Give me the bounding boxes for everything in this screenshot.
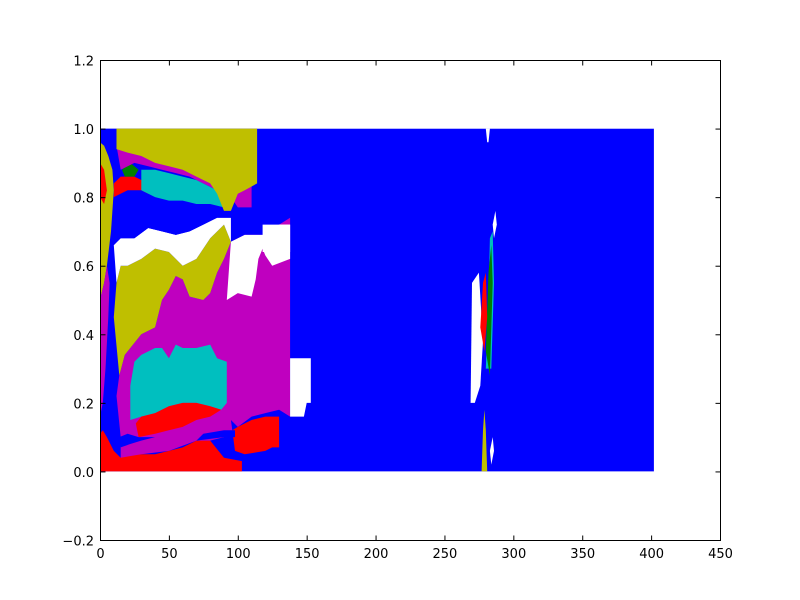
area-region-red-19 [100,162,107,204]
area-region-magenta-18 [100,265,110,417]
area-region-magenta-15 [116,145,252,208]
plot-frame [100,60,721,541]
area-region-white-9 [113,217,231,283]
area-region-red-2 [232,416,280,455]
area-region-white-24 [485,128,490,143]
x-tick-label: 400 [639,547,664,562]
y-tick-label: 0.8 [73,192,94,207]
y-tick-label: 0.0 [73,466,94,481]
y-tick-label: 1.2 [73,55,94,70]
y-tick-label: 0.4 [73,329,94,344]
area-region-red-28 [480,272,488,352]
area-region-white-25 [470,272,483,403]
x-tick-label: 150 [295,547,320,562]
x-axis: 0 50 100 150 200 250 300 350 400 450 [96,60,733,562]
area-region-white-22 [257,125,654,129]
area-region-blue-11 [113,190,252,246]
area-region-red-5 [135,402,222,438]
area-region-white-29 [492,210,497,239]
area-region-cyan-4 [130,344,227,420]
area-region-green-27 [485,245,493,376]
y-axis: −0.2 0.0 0.2 0.4 0.6 0.8 1.0 1.2 [62,55,721,550]
x-tick-label: 0 [96,547,104,562]
area-region-red-1 [100,430,242,472]
area-region-blue-6 [119,433,156,448]
y-tick-label: −0.2 [62,535,94,550]
x-tick-label: 50 [161,547,178,562]
area-region-cyan-13 [141,169,224,208]
area-region-olive-8 [113,224,231,376]
x-tick-label: 350 [570,547,595,562]
area-region-white-20 [290,358,311,417]
area-region-white-21 [262,224,291,252]
y-tick-label: 0.2 [73,397,94,412]
area-region-red-12 [113,176,149,198]
x-tick-label: 100 [226,547,251,562]
y-tick-label: 1.0 [73,123,94,138]
y-tick-label: 0.6 [73,260,94,275]
area-region-olive-23 [481,409,488,472]
area-region-white-30 [489,437,494,465]
area-region-olive-16 [116,128,258,211]
x-tick-label: 200 [364,547,389,562]
chart-regions [100,125,654,472]
x-tick-label: 250 [433,547,458,562]
area-region-blue-7 [196,430,235,441]
x-tick-label: 450 [708,547,733,562]
x-tick-label: 300 [501,547,526,562]
